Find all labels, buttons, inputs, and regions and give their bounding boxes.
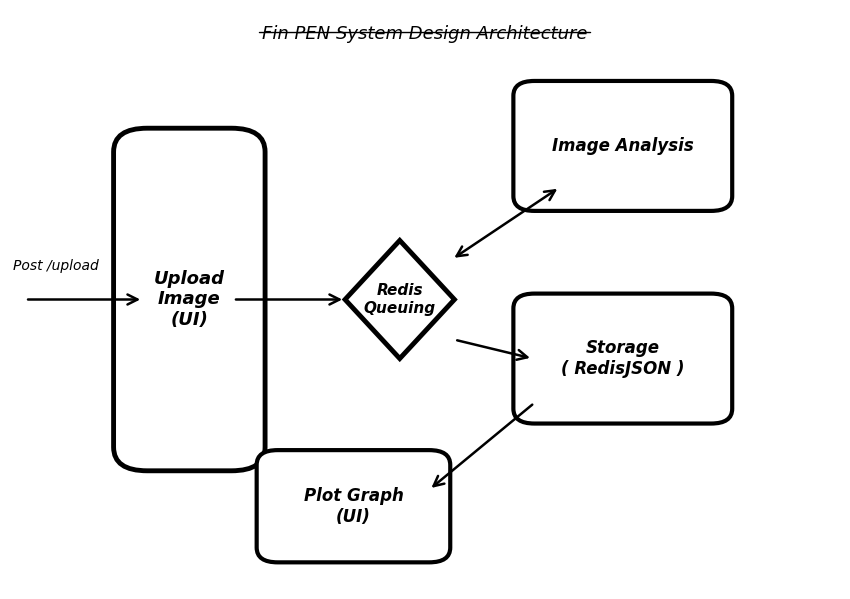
Text: Storage
( RedisJSON ): Storage ( RedisJSON ): [561, 339, 684, 378]
Text: Fin PEN System Design Architecture: Fin PEN System Design Architecture: [263, 25, 587, 43]
Text: Plot Graph
(UI): Plot Graph (UI): [303, 487, 404, 526]
FancyBboxPatch shape: [114, 128, 265, 471]
Text: Redis
Queuing: Redis Queuing: [364, 283, 436, 316]
FancyBboxPatch shape: [257, 450, 450, 562]
Text: Post /upload: Post /upload: [13, 259, 99, 273]
FancyBboxPatch shape: [513, 81, 732, 211]
FancyBboxPatch shape: [513, 294, 732, 423]
Polygon shape: [345, 240, 455, 359]
Text: Image Analysis: Image Analysis: [552, 137, 694, 155]
Text: Upload
Image
(UI): Upload Image (UI): [154, 270, 225, 329]
